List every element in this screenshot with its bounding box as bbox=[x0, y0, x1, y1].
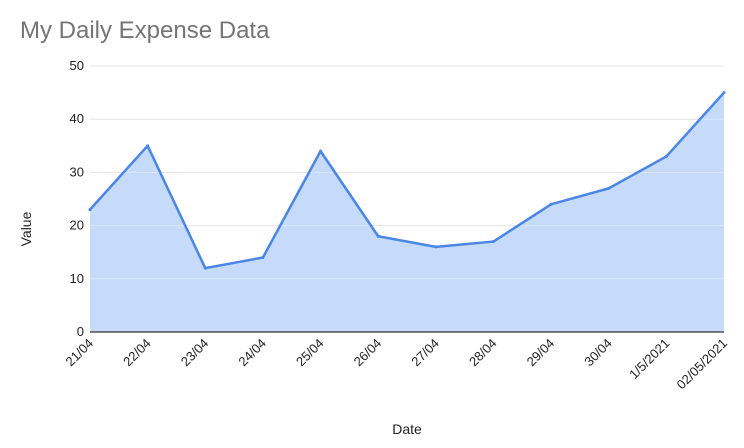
data-point bbox=[549, 202, 553, 206]
area-fill bbox=[90, 92, 724, 332]
y-tick-label: 10 bbox=[70, 271, 84, 286]
y-axis-title: Value bbox=[18, 211, 34, 246]
series-line-group bbox=[88, 91, 726, 270]
data-point bbox=[376, 234, 380, 238]
x-axis-title: Date bbox=[392, 421, 422, 437]
data-point bbox=[203, 266, 207, 270]
y-tick-label: 30 bbox=[70, 164, 84, 179]
x-tick-label: 28/04 bbox=[466, 336, 500, 370]
x-tick-label: 21/04 bbox=[63, 336, 97, 370]
x-tick-label: 24/04 bbox=[235, 336, 269, 370]
data-point bbox=[491, 240, 495, 244]
y-tick-label: 20 bbox=[70, 218, 84, 233]
data-point bbox=[664, 154, 668, 158]
series-line bbox=[88, 91, 726, 270]
y-tick-label: 0 bbox=[77, 324, 84, 339]
y-axis-tick-labels: 0 10 20 30 40 50 bbox=[70, 58, 84, 339]
y-tick-label: 50 bbox=[70, 58, 84, 73]
data-point bbox=[722, 91, 726, 95]
x-tick-label: 25/04 bbox=[293, 336, 327, 370]
y-tick-label: 40 bbox=[70, 111, 84, 126]
x-tick-label: 02/05/2021 bbox=[673, 336, 730, 393]
area-fill-group bbox=[90, 65, 724, 332]
x-tick-label: 26/04 bbox=[351, 336, 385, 370]
data-point bbox=[319, 149, 323, 153]
x-tick-label: 22/04 bbox=[120, 336, 154, 370]
x-tick-label: 29/04 bbox=[524, 336, 558, 370]
data-point bbox=[607, 186, 611, 190]
x-tick-label: 1/5/2021 bbox=[626, 336, 672, 382]
data-point bbox=[261, 256, 265, 260]
data-point bbox=[88, 208, 92, 212]
chart-title: My Daily Expense Data bbox=[20, 17, 270, 44]
x-axis-tick-labels: 21/04 22/04 23/04 24/04 25/04 26/04 27/04 28/04… bbox=[63, 336, 731, 393]
data-point bbox=[434, 245, 438, 249]
x-tick-label: 30/04 bbox=[581, 336, 615, 370]
data-point bbox=[146, 144, 150, 148]
x-tick-label: 23/04 bbox=[178, 336, 212, 370]
x-tick-label: 27/04 bbox=[408, 336, 442, 370]
